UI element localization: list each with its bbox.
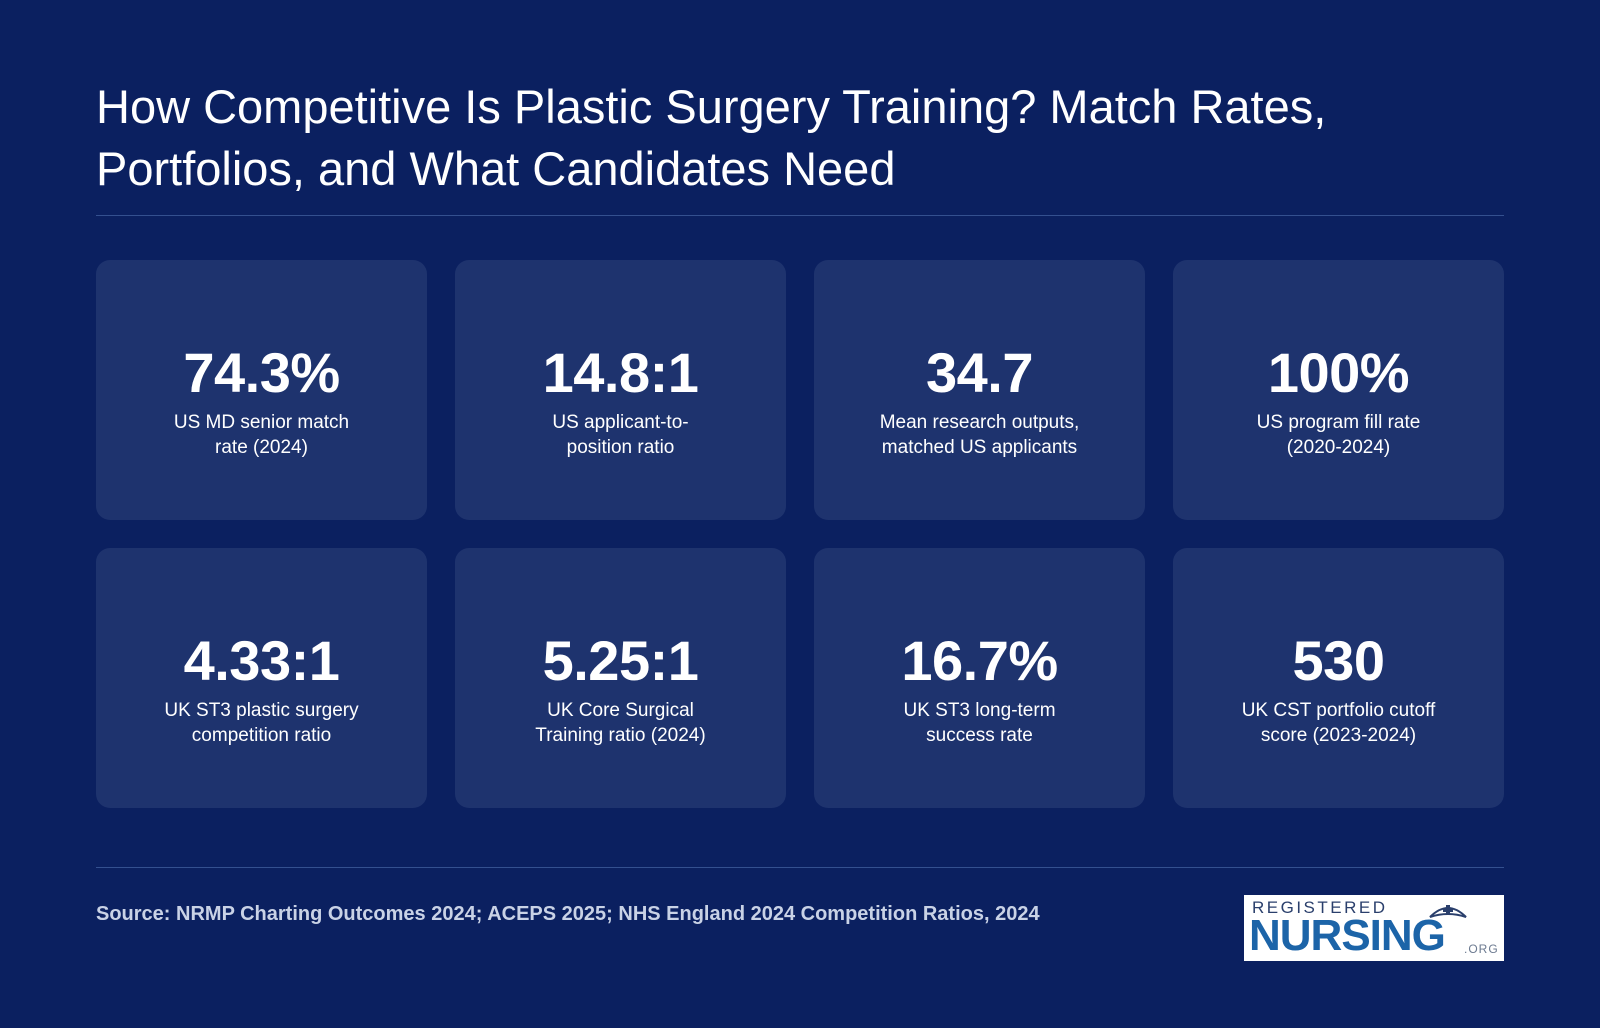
stat-value: 74.3%: [183, 341, 340, 404]
stat-value: 530: [1292, 629, 1385, 692]
stat-value: 100%: [1267, 341, 1410, 404]
stat-label: UK Core Surgical Training ratio (2024): [535, 700, 706, 746]
stat-value: 16.7%: [901, 629, 1058, 692]
footer-divider: [96, 867, 1504, 868]
stat-value: 5.25:1: [542, 629, 699, 692]
stat-value: 14.8:1: [542, 341, 699, 404]
logo-main-text: NURSING: [1249, 911, 1446, 960]
logo-top-text: REGISTERED: [1252, 898, 1388, 917]
page-title: How Competitive Is Plastic Surgery Train…: [96, 80, 1327, 195]
stat-card: 16.7% UK ST3 long-term success rate: [814, 548, 1145, 808]
stat-card: 5.25:1 UK Core Surgical Training ratio (…: [455, 548, 786, 808]
stat-label: US MD senior match rate (2024): [173, 412, 350, 458]
stat-label: UK ST3 long-term success rate: [903, 700, 1056, 746]
stats-grid: 74.3% US MD senior match rate (2024) 14.…: [96, 260, 1504, 808]
stat-label: US program fill rate (2020-2024): [1256, 412, 1421, 458]
stat-card: 14.8:1 US applicant-to-position ratio: [455, 260, 786, 520]
source-citation: Source: NRMP Charting Outcomes 2024; ACE…: [96, 903, 1040, 925]
stat-card: 74.3% US MD senior match rate (2024): [96, 260, 427, 520]
title-divider: [96, 215, 1504, 216]
stat-label: UK ST3 plastic surgery competition ratio: [164, 700, 359, 746]
registered-nursing-logo[interactable]: REGISTERED NURSING .ORG: [1244, 895, 1504, 961]
stat-value: 34.7: [926, 341, 1034, 404]
stat-label: Mean research outputs, matched US applic…: [879, 412, 1080, 458]
logo-suffix-text: .ORG: [1464, 942, 1499, 956]
stat-label: UK CST portfolio cutoff score (2023-2024…: [1241, 700, 1436, 746]
stat-card: 530 UK CST portfolio cutoff score (2023-…: [1173, 548, 1504, 808]
nurse-cap-icon: [1429, 905, 1467, 918]
stat-card: 34.7 Mean research outputs, matched US a…: [814, 260, 1145, 520]
stat-card: 4.33:1 UK ST3 plastic surgery competitio…: [96, 548, 427, 808]
stat-card: 100% US program fill rate (2020-2024): [1173, 260, 1504, 520]
stat-label: US applicant-to-position ratio: [552, 412, 689, 458]
stat-value: 4.33:1: [183, 629, 340, 692]
